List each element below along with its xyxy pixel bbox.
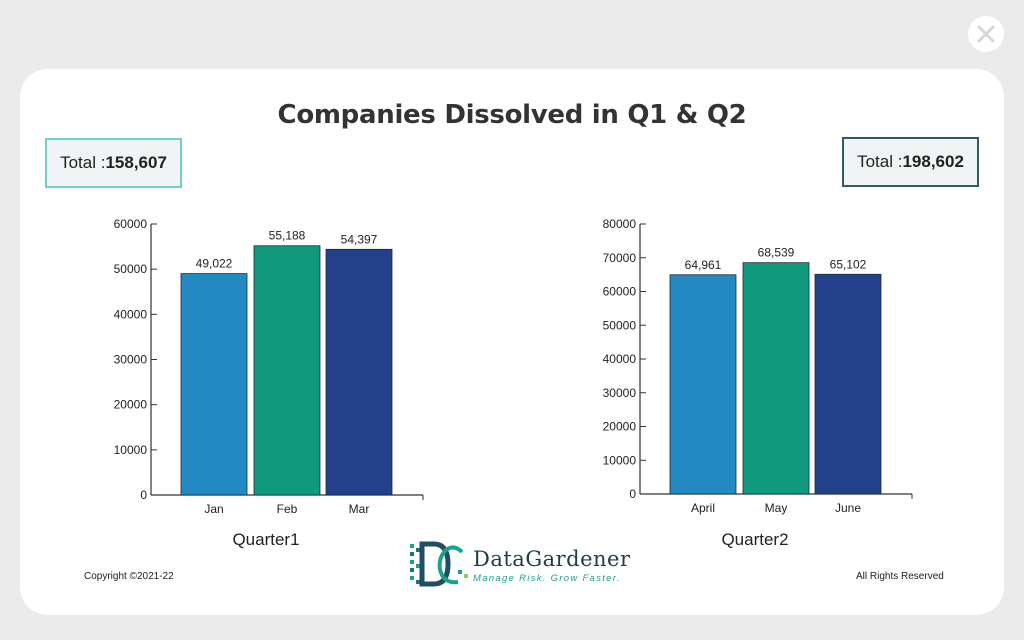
q1-y-tick-label-2: 20000 [114, 398, 148, 412]
logo-mark-icon [410, 541, 468, 587]
q2-x-tick-label-2: June [835, 501, 861, 515]
q1-y-tick-label-1: 10000 [114, 443, 148, 457]
q2-y-tick-label-0: 0 [629, 487, 636, 501]
close-icon [977, 25, 995, 43]
page-title: Companies Dissolved in Q1 & Q2 [277, 100, 747, 130]
q1-y-tick-label-3: 30000 [114, 353, 148, 367]
q1-x-tick-label-0: Jan [204, 502, 223, 516]
q1-x-tick-label-1: Feb [277, 502, 298, 516]
total-q2-value: 198,602 [902, 152, 964, 171]
q1-data-label-0: 49,022 [196, 257, 233, 271]
q1-y-tick-label-0: 0 [140, 488, 147, 502]
q1-data-label-1: 55,188 [269, 229, 306, 243]
logo-tagline: Manage Risk. Grow Faster. [473, 573, 621, 584]
q2-y-tick-label-4: 40000 [603, 352, 637, 366]
q1-y-tick-label-6: 60000 [114, 217, 148, 231]
total-q1-prefix: Total : [60, 153, 106, 172]
q2-y-tick-label-5: 50000 [603, 318, 637, 332]
q1-bar-jan [180, 273, 248, 496]
q2-x-axis-label: Quarter2 [721, 530, 788, 549]
q2-y-tick-label-2: 20000 [603, 420, 637, 434]
q2-data-label-2: 65,102 [830, 257, 867, 271]
q2-y-tick-label-8: 80000 [603, 217, 637, 231]
close-button[interactable] [968, 16, 1004, 52]
q1-x-tick-label-2: Mar [349, 502, 370, 516]
q2-bar-april [669, 274, 737, 495]
q1-bar-mar [325, 248, 393, 496]
q2-x-tick-label-1: May [765, 501, 788, 515]
q2-y-tick-label-7: 70000 [603, 251, 637, 265]
q2-data-label-1: 68,539 [758, 246, 795, 260]
q2-y-tick-label-1: 10000 [603, 453, 637, 467]
q1-y-tick-label-4: 40000 [114, 307, 148, 321]
datagardener-logo: DataGardener Manage Risk. Grow Faster. [408, 540, 630, 590]
copyright-text: Copyright ©2021-22 [84, 571, 174, 582]
logo-name: DataGardener [473, 547, 631, 571]
total-q1-box: Total : 158,607 [45, 138, 182, 188]
q1-data-label-2: 54,397 [341, 232, 378, 246]
q1-bar-feb [253, 245, 321, 496]
q2-bar-may [742, 262, 810, 495]
total-q1-value: 158,607 [105, 153, 167, 172]
q2-y-tick-label-6: 60000 [603, 285, 637, 299]
q2-data-label-0: 64,961 [685, 258, 722, 272]
q1-x-axis-label: Quarter1 [232, 530, 299, 549]
total-q2-box: Total : 198,602 [842, 137, 979, 187]
total-q2-prefix: Total : [857, 152, 903, 171]
q2-y-tick-label-3: 30000 [603, 386, 637, 400]
q1-y-tick-label-5: 50000 [114, 262, 148, 276]
q2-bar-june [814, 273, 882, 495]
q2-x-tick-label-0: April [691, 501, 715, 515]
rights-text: All Rights Reserved [856, 571, 944, 582]
